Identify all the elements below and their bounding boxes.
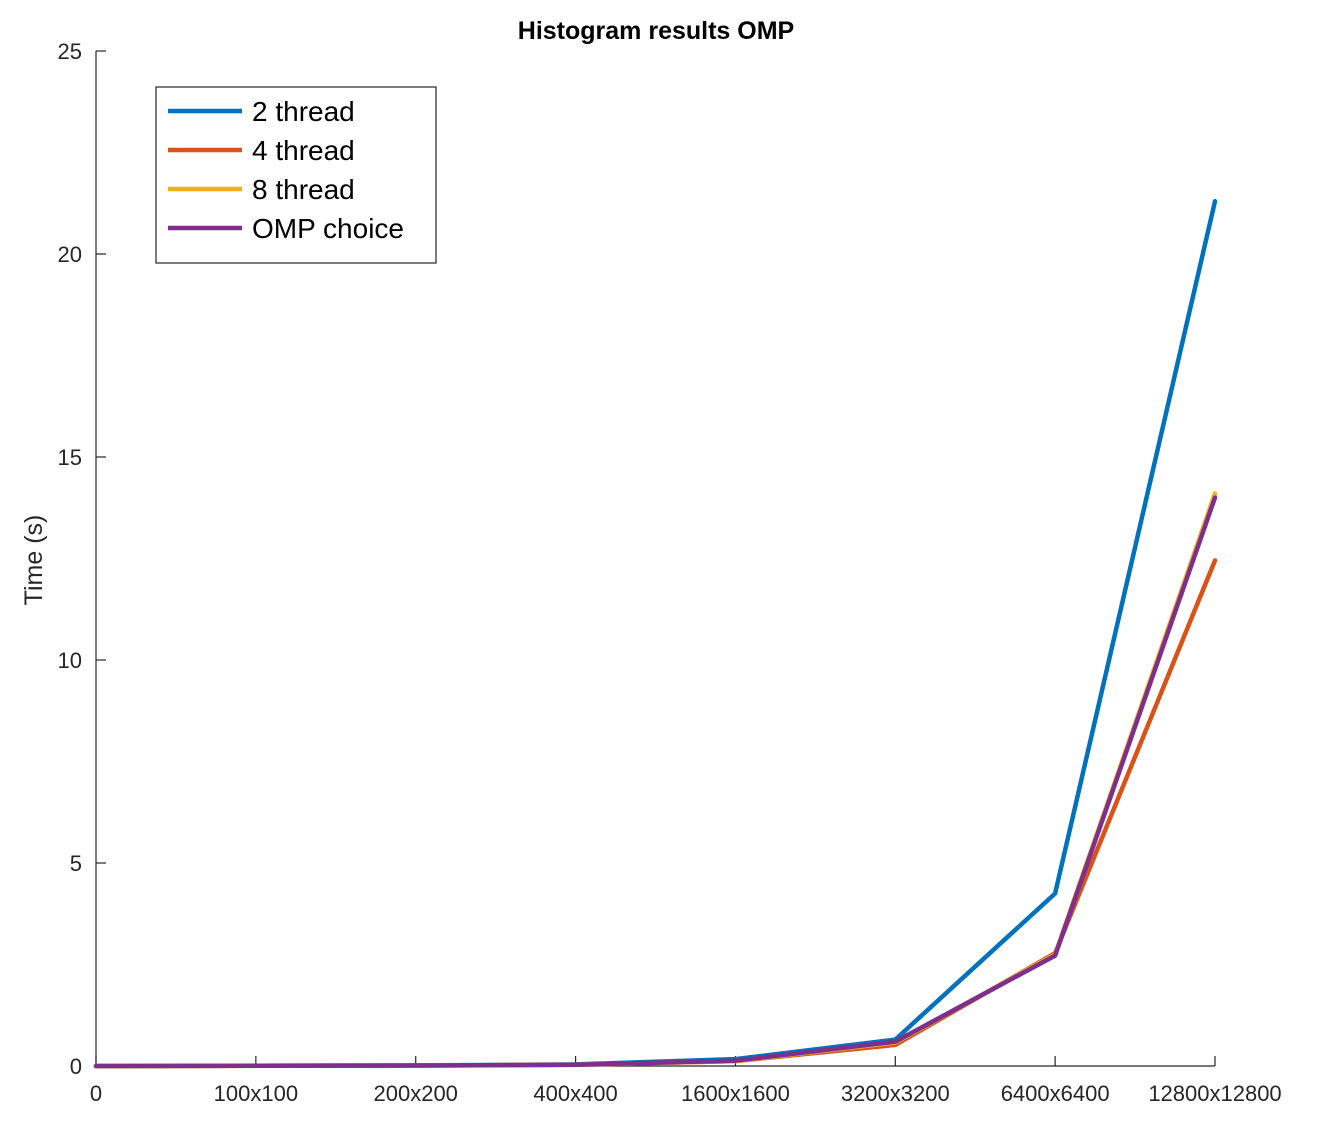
y-tick-label: 10	[58, 648, 82, 673]
y-tick-label: 5	[70, 851, 82, 876]
legend-box	[155, 86, 437, 264]
x-tick-label: 200x200	[374, 1081, 458, 1106]
x-tick-label: 100x100	[214, 1081, 298, 1106]
chart-title: Histogram results OMP	[518, 17, 794, 45]
series-line-4	[93, 495, 1218, 1069]
series-line-2	[93, 558, 1218, 1069]
x-tick-label: 1600x1600	[681, 1081, 790, 1106]
legend-label: 4 thread	[252, 135, 355, 166]
series-layer	[93, 198, 1218, 1069]
legend-label: 2 thread	[252, 96, 355, 127]
legend-label: OMP choice	[252, 213, 404, 244]
y-tick-label: 15	[58, 445, 82, 470]
x-tick-label: 3200x3200	[841, 1081, 950, 1106]
x-tick-label: 6400x6400	[1001, 1081, 1110, 1106]
legend-label: 8 thread	[252, 174, 355, 205]
y-tick-label: 25	[58, 39, 82, 64]
x-tick-label: 12800x12800	[1148, 1081, 1281, 1106]
y-tick-label: 0	[70, 1054, 82, 1079]
x-tick-label: 400x400	[533, 1081, 617, 1106]
y-tick-label: 20	[58, 242, 82, 267]
series-line-3	[93, 491, 1218, 1069]
x-tick-label: 0	[90, 1081, 102, 1106]
series-line-1	[93, 198, 1218, 1069]
axes: 0 100x100 200x200 400x400 1600x1600 3200x3200…	[58, 39, 1282, 1106]
y-axis-label: Time (s)	[20, 515, 48, 606]
legend: 2 thread 4 thread 8 thread OMP choice	[155, 86, 437, 264]
